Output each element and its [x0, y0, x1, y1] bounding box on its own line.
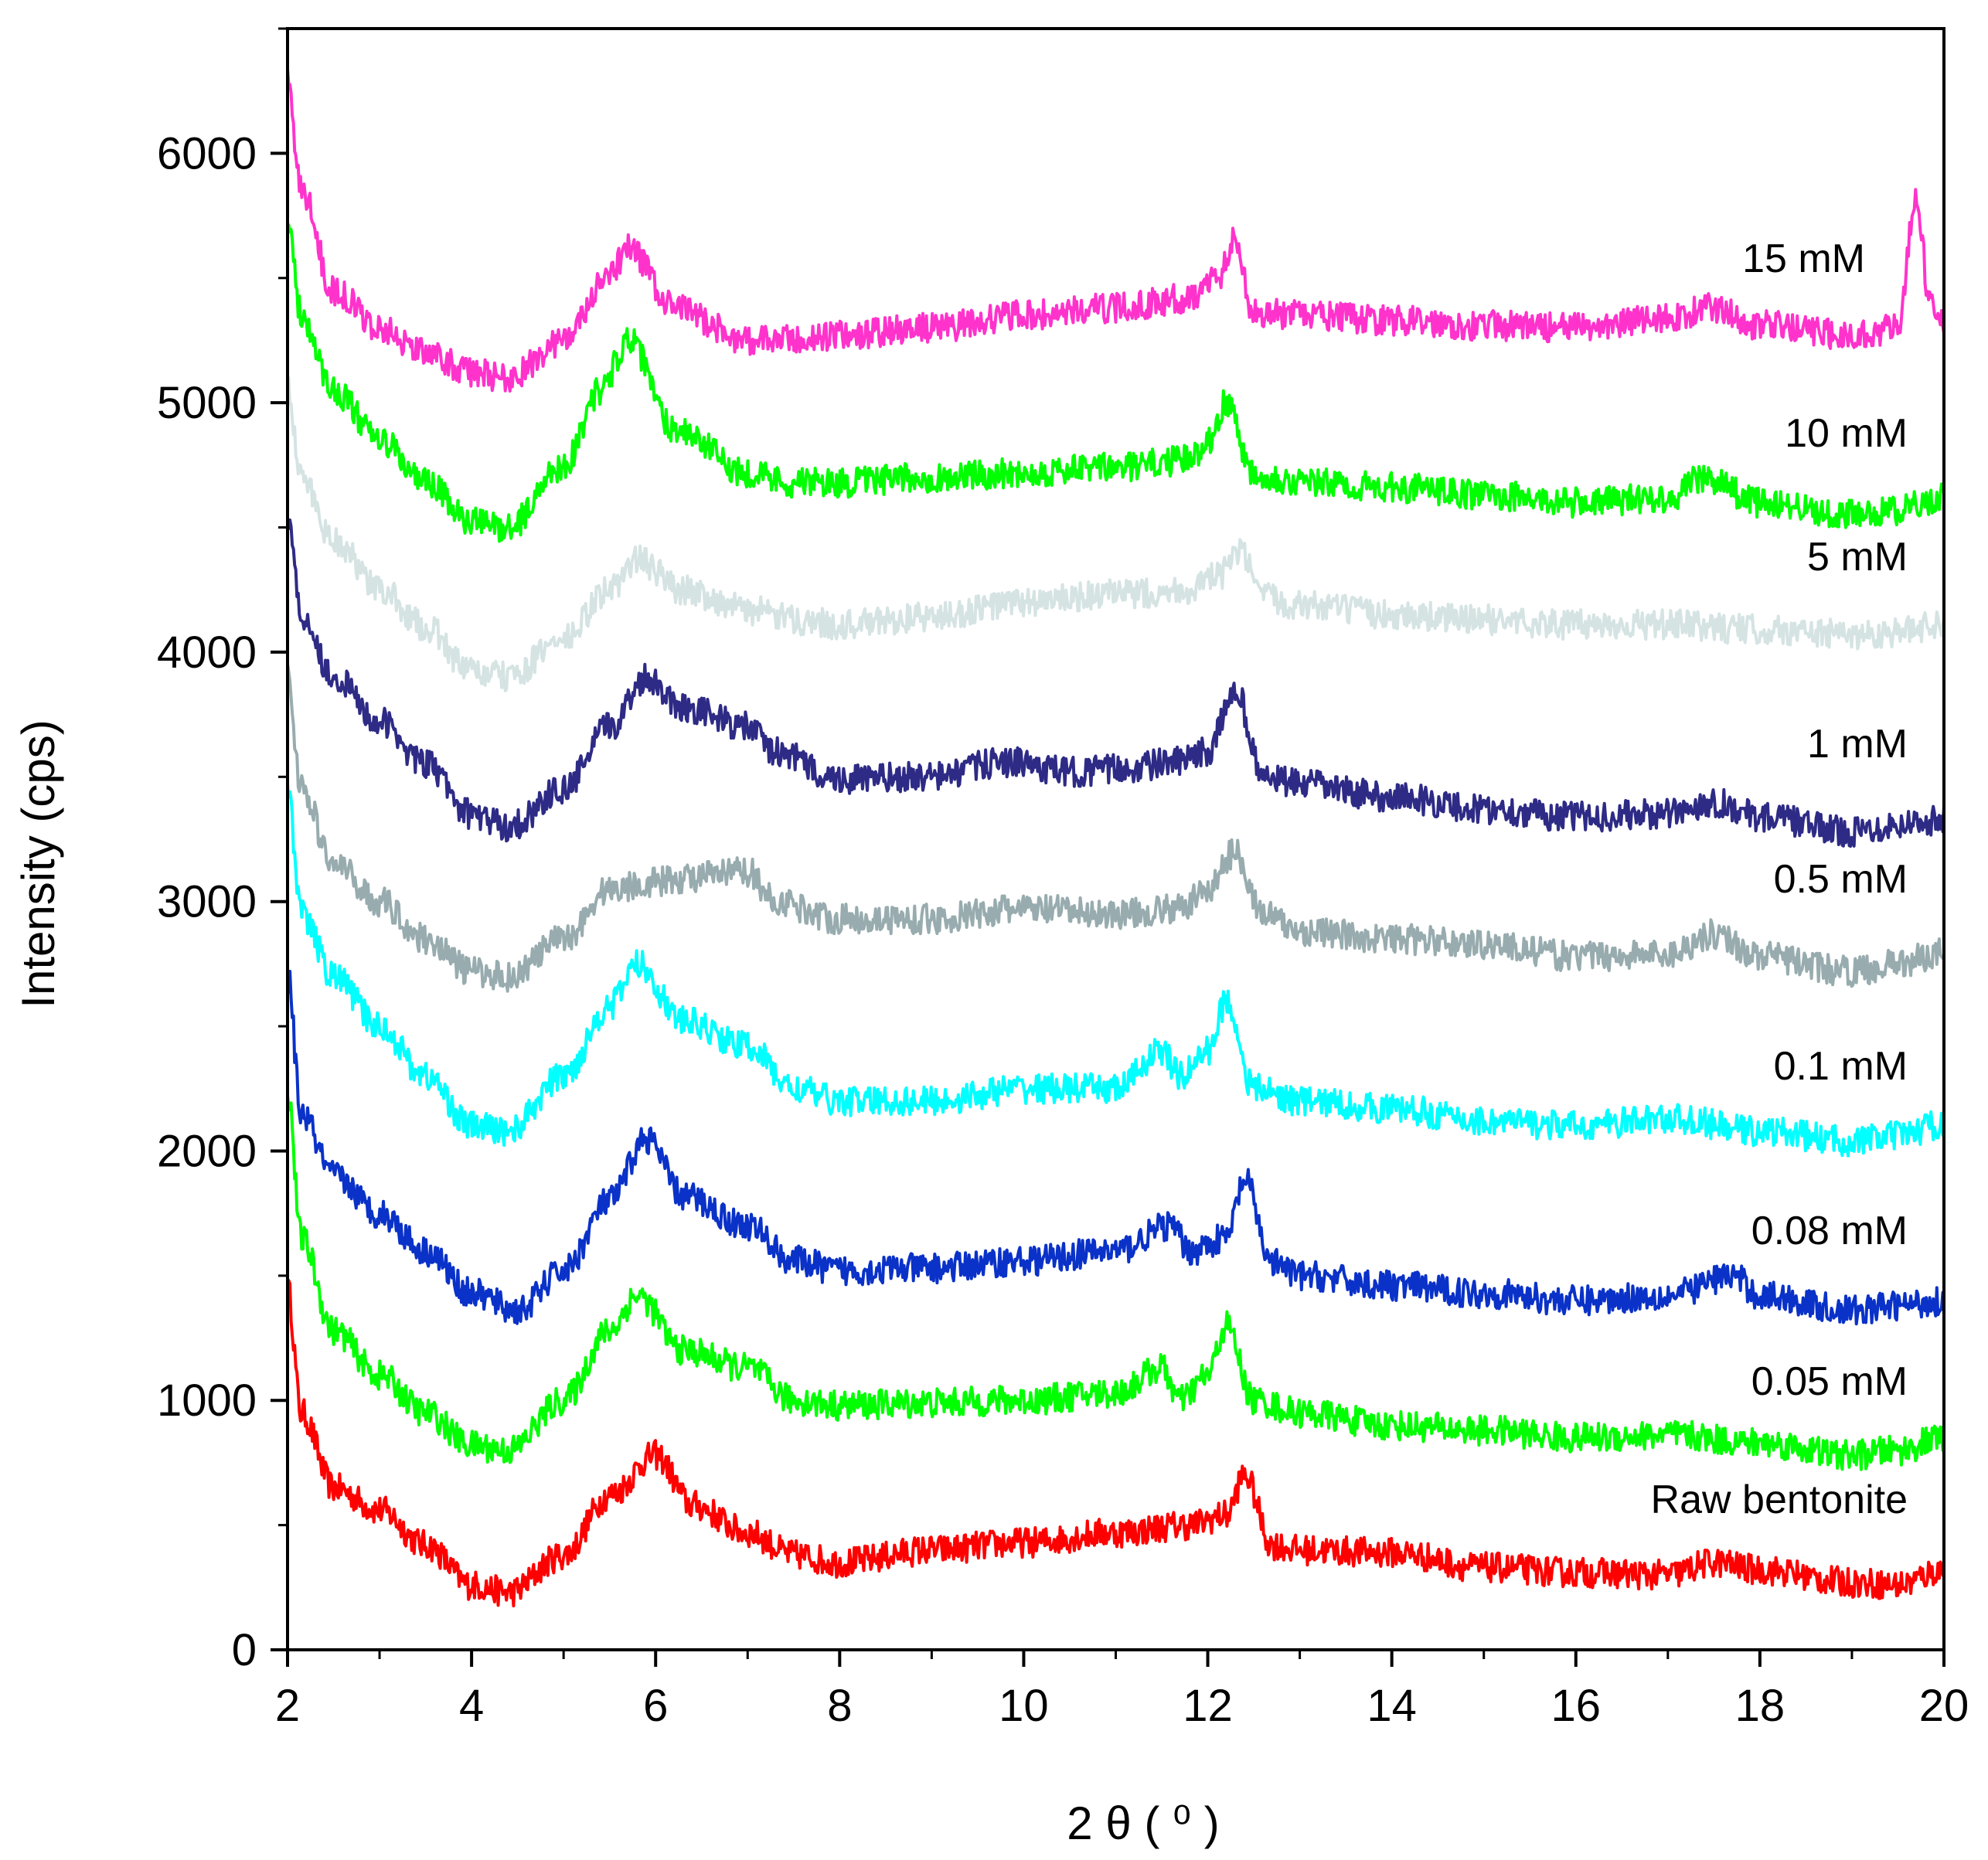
- series-line-10-mm: [287, 223, 1945, 543]
- y-axis-title: Intensity (cps): [12, 719, 64, 1008]
- x-tick-label: 16: [1551, 1681, 1602, 1731]
- y-tick-label: 4000: [157, 627, 257, 678]
- series-label-0-05-mm: 0.05 mM: [1751, 1359, 1908, 1404]
- x-tick-label: 2: [275, 1681, 300, 1731]
- series-line-15-mm: [286, 68, 1945, 393]
- series-line-0-05-mm: [286, 1095, 1945, 1471]
- series-label-raw-bentonite: Raw bentonite: [1651, 1477, 1908, 1522]
- series-line-0-5-mm: [286, 663, 1945, 993]
- x-tick-label: 12: [1183, 1681, 1233, 1731]
- x-tick-label: 4: [459, 1681, 484, 1731]
- y-tick-label: 6000: [157, 128, 257, 179]
- series-label-15-mm: 15 mM: [1742, 236, 1865, 281]
- series-line-1-mm: [286, 518, 1945, 848]
- x-axis-title: 2 θ ( ⁰ ): [1067, 1797, 1219, 1849]
- series-line-0-08-mm: [286, 970, 1945, 1326]
- x-tick-label: 6: [643, 1681, 668, 1731]
- x-tick-label: 8: [827, 1681, 852, 1731]
- series-labels: Raw bentonite 0.05 mM 0.08 mM 0.1 mM 0.5 mM 1…: [1651, 236, 1908, 1522]
- series-label-5-mm: 5 mM: [1807, 535, 1908, 580]
- series-line-5-mm: [286, 376, 1945, 692]
- series-label-1-mm: 1 mM: [1807, 722, 1908, 767]
- series-line-raw-bentonite: [286, 1279, 1945, 1608]
- series-line-0-1-mm: [286, 784, 1945, 1158]
- y-axis-ticks: 0 1000 2000 3000 4000 5000 6000: [157, 27, 288, 1675]
- series-layer: [286, 68, 1945, 1608]
- y-tick-label: 0: [232, 1625, 257, 1675]
- y-tick-label: 1000: [157, 1375, 257, 1426]
- x-tick-label: 18: [1735, 1681, 1785, 1731]
- series-label-10-mm: 10 mM: [1785, 411, 1908, 456]
- x-tick-label: 14: [1367, 1681, 1417, 1731]
- series-label-0-5-mm: 0.5 mM: [1774, 857, 1908, 902]
- series-label-0-08-mm: 0.08 mM: [1751, 1209, 1908, 1253]
- series-label-0-1-mm: 0.1 mM: [1774, 1044, 1908, 1089]
- y-tick-label: 5000: [157, 378, 257, 428]
- x-axis-ticks: 2 4 6 8 10 12 14 16 18 20: [275, 1650, 1969, 1731]
- y-tick-label: 2000: [157, 1126, 257, 1176]
- x-tick-label: 20: [1919, 1681, 1969, 1731]
- x-tick-label: 10: [999, 1681, 1049, 1731]
- y-tick-label: 3000: [157, 877, 257, 927]
